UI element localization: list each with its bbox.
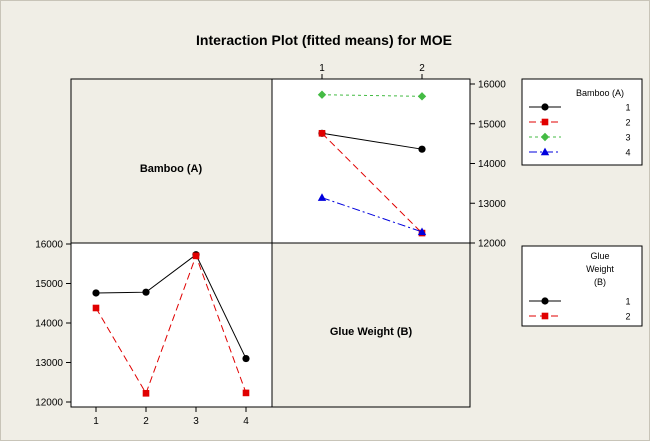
diagonal-label-glue-weight: Glue Weight (B)	[330, 326, 413, 338]
x-tick-label-bottom-1: 1	[93, 416, 99, 427]
diagonal-panel-bamboo	[70, 78, 273, 244]
plot-panel-bottom-left	[70, 242, 273, 408]
series-line-bamboo-3	[321, 94, 423, 97]
legend-bamboo-marker-4	[540, 147, 550, 156]
legend-glue-title-line-2: Weight	[586, 264, 614, 274]
y-tick-label-right-13000: 13000	[478, 199, 506, 210]
y-tick-label-right-15000: 15000	[478, 119, 506, 130]
legend-glue-title-line-3: (B)	[594, 277, 606, 287]
y-tick-label-right-12000: 12000	[478, 239, 506, 250]
point-bamboo-4-glue-2	[417, 227, 427, 236]
y-tick-label-left-16000: 16000	[35, 240, 63, 251]
point-glue-1-bamboo-2	[142, 288, 150, 296]
legend-bamboo-marker-2	[541, 118, 549, 126]
legend-glue-label-1: 1	[625, 297, 630, 307]
legend-bamboo-label-2: 2	[625, 118, 630, 128]
point-bamboo-4-glue-1	[317, 193, 327, 201]
point-bamboo-1-glue-2	[418, 145, 426, 153]
x-tick-label-bottom-2: 2	[143, 416, 149, 427]
series-line-bamboo-4	[321, 197, 423, 233]
point-bamboo-2-glue-1	[318, 129, 326, 137]
legend-bamboo-label-4: 4	[625, 148, 630, 158]
series-line-bamboo-1	[321, 132, 423, 150]
series-line-bamboo-2	[321, 132, 423, 234]
legend-bamboo-label-3: 3	[625, 133, 630, 143]
legend-glue-marker-1	[541, 297, 549, 305]
y-tick-label-left-12000: 12000	[35, 398, 63, 409]
y-tick-label-left-14000: 14000	[35, 319, 63, 330]
point-bamboo-3-glue-2	[417, 92, 427, 101]
x-tick-label-bottom-4: 4	[243, 416, 249, 427]
point-bamboo-3-glue-1	[317, 90, 327, 99]
plot-panel-top-right	[271, 78, 471, 244]
diagonal-panel-glue-weight	[271, 242, 471, 408]
legend-bamboo-marker-1	[541, 103, 549, 111]
legend-glue-marker-2	[541, 312, 549, 320]
x-tick-label-top-1: 1	[319, 63, 325, 74]
y-tick-label-right-14000: 14000	[478, 159, 506, 170]
point-glue-1-bamboo-1	[92, 289, 100, 297]
x-tick-label-top-2: 2	[419, 63, 425, 74]
y-tick-label-left-13000: 13000	[35, 358, 63, 369]
y-tick-label-left-15000: 15000	[35, 279, 63, 290]
point-glue-1-bamboo-4	[242, 354, 250, 363]
legend-bamboo-label-1: 1	[625, 103, 630, 113]
point-glue-2-bamboo-2	[142, 390, 150, 397]
legend-glue-title-line-1: Glue	[590, 251, 609, 261]
series-line-glue-1	[95, 253, 247, 359]
chart-title: Interaction Plot (fitted means) for MOE	[196, 32, 452, 48]
legend-bamboo-title: Bamboo (A)	[576, 88, 624, 98]
point-glue-2-bamboo-3	[192, 252, 200, 260]
legend-glue-weight	[521, 245, 643, 327]
legend-bamboo-marker-3	[540, 132, 550, 142]
chart-marks: 1 2 12000 13000 14000 15000 16000 1 2 3 4 12000 1300…	[35, 63, 630, 427]
point-glue-2-bamboo-1	[92, 304, 100, 312]
series-line-glue-2	[95, 254, 247, 395]
point-glue-2-bamboo-4	[242, 389, 250, 397]
x-tick-label-bottom-3: 3	[193, 416, 199, 427]
legend-glue-label-2: 2	[625, 312, 630, 322]
diagonal-label-bamboo: Bamboo (A)	[140, 163, 203, 175]
y-tick-label-right-16000: 16000	[478, 80, 506, 91]
